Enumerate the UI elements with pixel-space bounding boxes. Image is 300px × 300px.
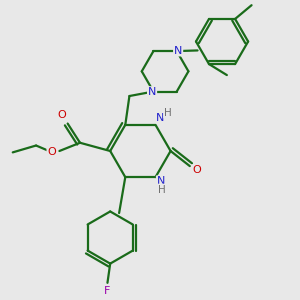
Text: O: O <box>58 110 67 120</box>
Text: F: F <box>104 286 110 296</box>
Text: N: N <box>156 113 165 123</box>
Text: N: N <box>148 87 156 97</box>
Text: N: N <box>174 46 182 56</box>
Text: O: O <box>47 147 56 158</box>
Text: N: N <box>157 176 165 186</box>
Text: O: O <box>192 165 201 175</box>
Text: H: H <box>164 107 172 118</box>
Text: H: H <box>158 184 166 194</box>
